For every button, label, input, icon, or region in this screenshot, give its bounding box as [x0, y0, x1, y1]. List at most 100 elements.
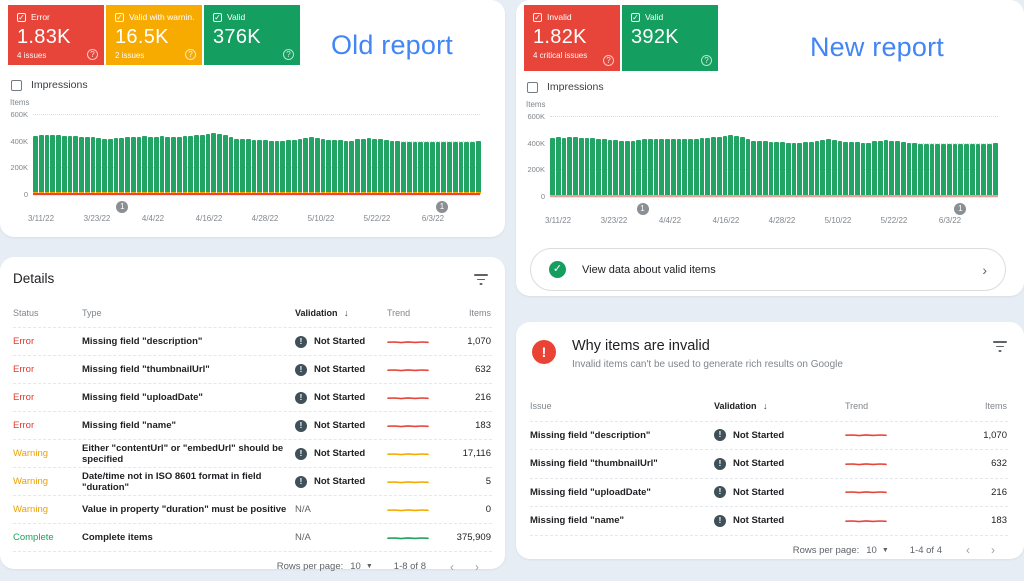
- bar: [619, 140, 624, 196]
- y-axis-title: Items: [10, 98, 30, 107]
- page-size-select[interactable]: 10 ▼: [350, 561, 373, 572]
- not-started-icon: !: [714, 514, 726, 527]
- checkbox-icon[interactable]: [527, 81, 538, 93]
- stat-box-valid[interactable]: ✓ Valid 392K?: [622, 5, 718, 71]
- column-header-validation[interactable]: Validation ↓: [295, 308, 349, 318]
- status-cell: Complete: [13, 532, 54, 543]
- warning-band: [447, 191, 452, 194]
- column-header-validation[interactable]: Validation ↓: [714, 401, 768, 412]
- status-cell: Warning: [13, 448, 49, 459]
- warning-band: [38, 191, 44, 194]
- trend-sparkline: [845, 489, 963, 495]
- stat-box-error[interactable]: ✓ Error 1.83K 4 issues?: [8, 5, 104, 65]
- x-tick-label: 4/16/22: [712, 216, 740, 225]
- bar: [372, 138, 377, 194]
- validation-cell: ! Not Started: [295, 447, 387, 460]
- table-row[interactable]: Warning Value in property "duration" must…: [13, 495, 492, 523]
- next-page-button[interactable]: ›: [991, 543, 995, 557]
- stat-box-valid-with-warnin-[interactable]: ✓ Valid with warnin.. 16.5K 2 issues?: [106, 5, 202, 65]
- column-header-items[interactable]: Items: [984, 401, 1007, 412]
- column-header-type[interactable]: Type: [82, 308, 102, 318]
- status-cell: Error: [13, 336, 35, 347]
- bar: [234, 138, 239, 194]
- x-tick-label: 4/4/22: [141, 214, 165, 223]
- column-header-status[interactable]: Status: [13, 308, 39, 318]
- column-header-trend[interactable]: Trend: [845, 401, 869, 412]
- bar: [739, 136, 745, 196]
- stat-box-invalid[interactable]: ✓ Invalid 1.82K 4 critical issues?: [524, 5, 620, 71]
- bar: [314, 138, 320, 194]
- view-valid-items-button[interactable]: ✓ View data about valid items ›: [530, 248, 1006, 291]
- table-row[interactable]: Missing field "uploadDate"! Not Started 21…: [530, 477, 1008, 507]
- warning-band: [222, 191, 228, 194]
- stat-box-valid[interactable]: ✓ Valid 376K?: [204, 5, 300, 65]
- bar: [159, 136, 165, 194]
- bar: [705, 138, 710, 196]
- checkbox-icon[interactable]: [11, 79, 22, 91]
- bar: [860, 142, 866, 196]
- bar: [820, 140, 825, 196]
- table-row[interactable]: Warning Date/time not in ISO 8601 format …: [13, 467, 492, 495]
- next-page-button[interactable]: ›: [475, 559, 479, 574]
- bar: [699, 138, 705, 196]
- help-icon[interactable]: ?: [87, 49, 98, 60]
- bar: [148, 136, 153, 194]
- help-icon[interactable]: ?: [701, 55, 712, 66]
- items-cell: 216: [475, 392, 491, 403]
- warning-band: [79, 191, 84, 194]
- table-row[interactable]: Missing field "name"! Not Started 183: [530, 506, 1008, 535]
- filter-icon[interactable]: [473, 273, 489, 285]
- bar: [125, 137, 130, 194]
- details-card: Details Status Type Validation ↓ Trend Items…: [0, 257, 505, 574]
- bar: [130, 136, 136, 194]
- warning-band: [165, 191, 170, 194]
- bar: [774, 142, 779, 196]
- warning-band: [119, 191, 124, 194]
- table-row[interactable]: Error Missing field "thumbnailUrl"! Not St…: [13, 355, 492, 383]
- page-size-value: 10: [350, 561, 361, 572]
- error-baseline: [33, 193, 480, 195]
- warning-band: [366, 191, 372, 194]
- items-cell: 1,070: [983, 429, 1007, 441]
- impressions-toggle-new[interactable]: Impressions: [527, 81, 604, 93]
- bar: [90, 137, 96, 194]
- bar: [182, 136, 188, 194]
- warning-band: [418, 191, 423, 194]
- table-row[interactable]: Error Missing field "name"! Not Started 183: [13, 411, 492, 439]
- type-cell: Missing field "uploadDate": [82, 392, 203, 403]
- bar: [176, 136, 182, 194]
- column-header-trend[interactable]: Trend: [387, 308, 411, 318]
- bar: [50, 135, 55, 194]
- help-icon[interactable]: ?: [185, 49, 196, 60]
- impressions-toggle-old[interactable]: Impressions: [11, 79, 88, 91]
- bar: [355, 139, 360, 194]
- items-cell: 17,116: [462, 448, 491, 459]
- table-row[interactable]: Missing field "thumbnailUrl"! Not Started…: [530, 449, 1008, 478]
- previous-page-button[interactable]: ‹: [966, 543, 970, 557]
- page-size-select[interactable]: 10 ▼: [866, 545, 889, 556]
- trend-sparkline: [387, 479, 453, 485]
- help-icon[interactable]: ?: [603, 55, 614, 66]
- bar: [665, 138, 670, 196]
- trend-sparkline: [387, 339, 453, 345]
- table-row[interactable]: Error Missing field "description"! Not Sta…: [13, 327, 492, 355]
- bar: [889, 140, 894, 196]
- bar: [969, 144, 975, 196]
- sort-desc-icon: ↓: [341, 308, 349, 318]
- filter-icon[interactable]: [992, 340, 1008, 352]
- column-header-issue[interactable]: Issue: [530, 401, 552, 412]
- warning-band: [228, 191, 234, 194]
- previous-page-button[interactable]: ‹: [450, 559, 454, 574]
- column-header-items[interactable]: Items: [468, 308, 491, 318]
- bar: [320, 138, 326, 194]
- bar: [590, 138, 595, 196]
- warning-band: [401, 191, 406, 194]
- table-row[interactable]: Warning Either "contentUrl" or "embedUrl"…: [13, 439, 492, 467]
- x-tick-label: 4/28/22: [251, 214, 279, 223]
- details-title: Details: [13, 271, 55, 286]
- help-icon[interactable]: ?: [283, 49, 294, 60]
- table-row[interactable]: Error Missing field "uploadDate"! Not Star…: [13, 383, 492, 411]
- bar: [630, 140, 636, 196]
- table-row[interactable]: Complete Complete items N/A 375,909: [13, 523, 492, 551]
- table-row[interactable]: Missing field "description"! Not Started 1…: [530, 420, 1008, 450]
